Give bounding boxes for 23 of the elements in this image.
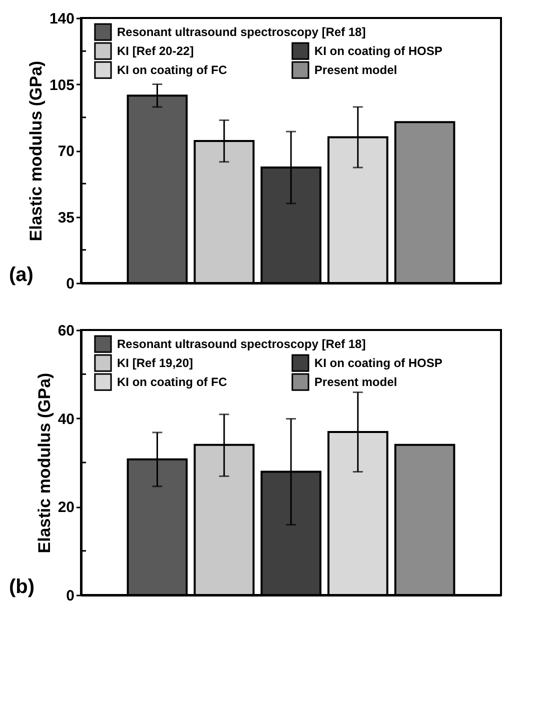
y-tick-label: 60: [58, 322, 74, 340]
y-tick-label: 35: [58, 209, 74, 226]
y-axis-title: Elastic modulus (GPa): [34, 372, 54, 554]
y-tick-label: 0: [66, 588, 74, 604]
legend-label: KI [Ref 19,20]: [117, 356, 194, 370]
y-tick-label: 105: [49, 76, 74, 94]
y-axis-title: Elastic modulus (GPa): [26, 60, 46, 242]
y-tick-label: 40: [58, 410, 74, 428]
legend-label: KI on coating of FC: [117, 375, 228, 389]
legend-label: KI on coating of HOSP: [314, 356, 442, 370]
y-tick-label: 0: [66, 276, 74, 292]
y-tick-label: 20: [58, 499, 74, 516]
legend-label: KI on coating of HOSP: [314, 44, 442, 58]
legend-label: Present model: [314, 375, 398, 389]
text: (b): [9, 576, 35, 598]
legend-label: Present model: [314, 63, 398, 77]
text: (a): [9, 264, 34, 286]
legend-label: Resonant ultrasound spectroscopy [Ref 18]: [117, 25, 366, 39]
legend-label: Resonant ultrasound spectroscopy [Ref 18]: [117, 337, 366, 351]
y-tick-label: 140: [49, 10, 74, 28]
y-tick-label: 70: [58, 143, 74, 160]
legend-label: KI [Ref 20-22]: [117, 44, 194, 58]
legend-label: KI on coating of FC: [117, 63, 228, 77]
